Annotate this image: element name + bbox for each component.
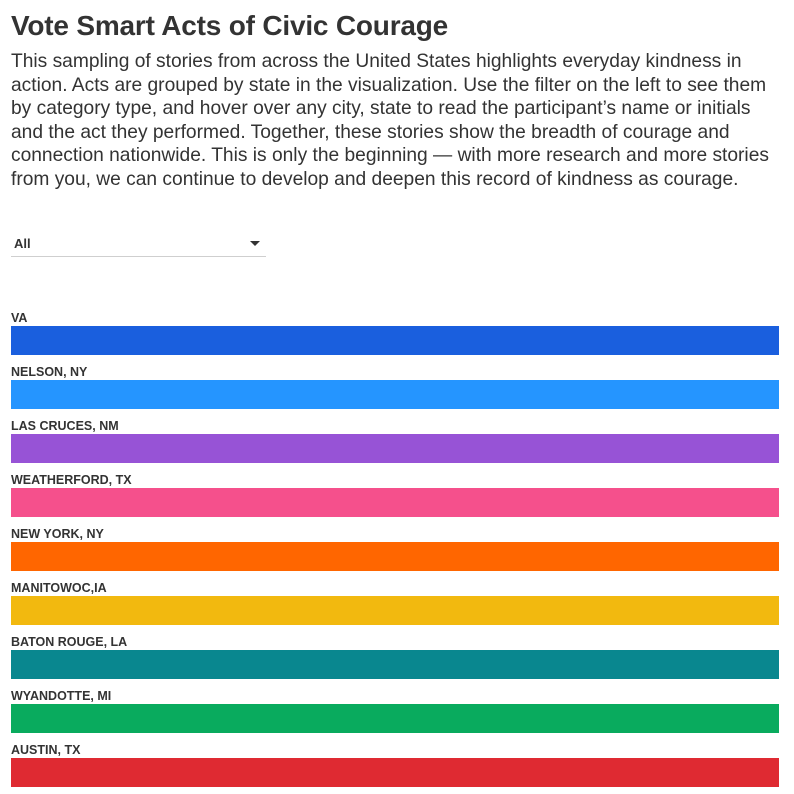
bar-label: NELSON, NY <box>11 365 88 379</box>
bar[interactable] <box>11 650 779 679</box>
bar-label: WYANDOTTE, MI <box>11 689 111 703</box>
page-title: Vote Smart Acts of Civic Courage <box>11 10 449 41</box>
bar[interactable] <box>11 758 779 787</box>
bar[interactable] <box>11 542 779 571</box>
bar[interactable] <box>11 596 779 625</box>
bar[interactable] <box>11 326 779 355</box>
bar-label: VA <box>11 311 27 325</box>
bar[interactable] <box>11 434 779 463</box>
bar-label: NEW YORK, NY <box>11 527 104 541</box>
bar-label: AUSTIN, TX <box>11 743 81 757</box>
bar[interactable] <box>11 380 779 409</box>
bar[interactable] <box>11 704 779 733</box>
chevron-down-icon <box>250 241 260 246</box>
bar-label: LAS CRUCES, NM <box>11 419 119 433</box>
civic-courage-bar-chart: VA NELSON, NY LAS CRUCES, NM WEATHERFORD, T… <box>11 311 779 787</box>
filter-selected-value: All <box>14 236 31 251</box>
page-description: This sampling of stories from across the… <box>11 51 769 190</box>
bar[interactable] <box>11 488 779 517</box>
bar-label: BATON ROUGE, LA <box>11 635 127 649</box>
category-filter-dropdown[interactable]: All <box>11 232 266 257</box>
bar-label: WEATHERFORD, TX <box>11 473 132 487</box>
bar-label: MANITOWOC,IA <box>11 581 107 595</box>
